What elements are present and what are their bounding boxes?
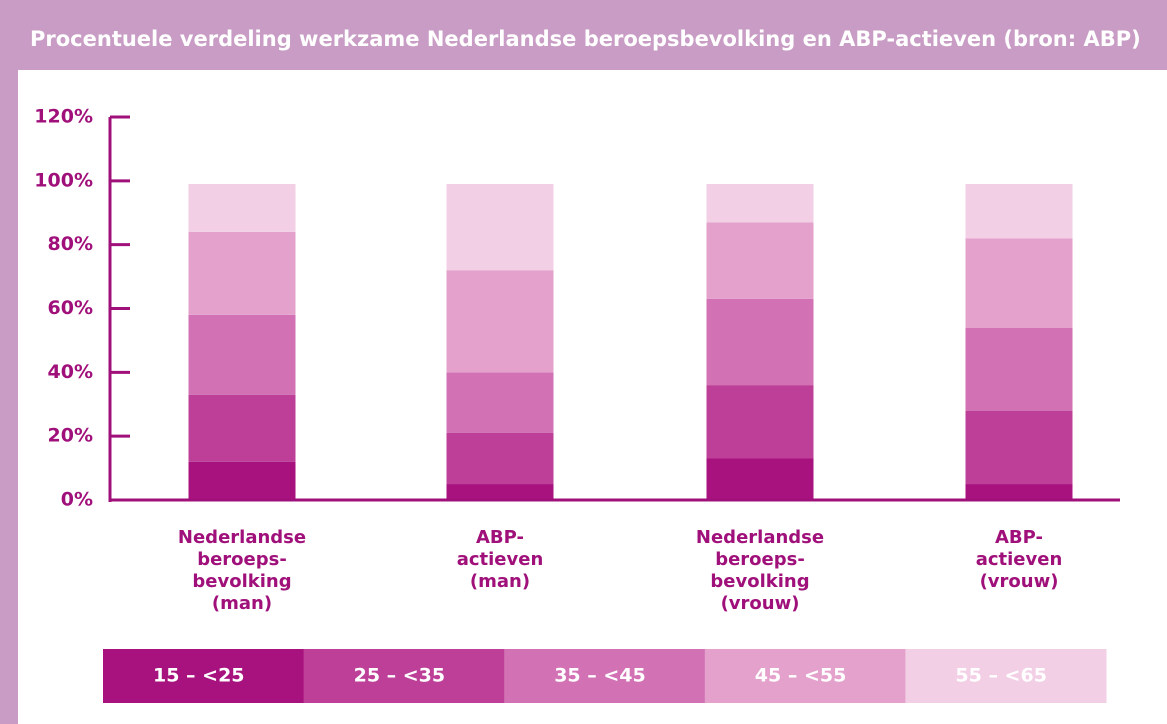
bar-segment [188,184,296,232]
y-tick-label: 40% [48,361,93,383]
x-tick-label: Nederlandse [178,527,306,548]
y-tick-label: 0% [61,489,93,511]
legend-swatch [905,649,1107,703]
y-tick-label: 120% [34,106,93,128]
bar-segment [706,458,814,500]
legend-swatch [103,649,305,703]
x-tick-label: Nederlandse [696,527,824,548]
bar-segment [965,184,1073,239]
bar-segment [188,461,296,500]
x-tick-label: ABP- [476,527,524,548]
bar-segment [965,327,1073,411]
y-tick-label: 80% [48,233,93,255]
bar-segment [965,238,1073,328]
bar-segment [446,432,554,485]
bar-segment [965,484,1073,500]
bar-segment [706,298,814,386]
y-tick-label: 60% [48,297,93,319]
bar-segment [188,231,296,315]
x-tick-label: (vrouw) [980,571,1059,592]
x-tick-label: (man) [470,571,530,592]
x-tick-label: actieven [976,549,1063,570]
legend-swatch [303,649,505,703]
bar-segment [188,394,296,462]
x-tick-label: actieven [457,549,544,570]
bar-segment [446,372,554,433]
legend-label: 45 – <55 [755,665,847,687]
x-tick-label: bevolking [710,571,809,592]
bar-segment [446,270,554,373]
x-tick-label: (man) [212,593,272,614]
y-tick-label: 20% [48,425,93,447]
legend-label: 55 – <65 [955,665,1047,687]
x-tick-label: beroeps- [197,549,287,570]
chart-title: Procentuele verdeling werkzame Nederland… [30,27,1141,51]
x-tick-label: ABP- [995,527,1043,548]
bar-segment [446,184,554,271]
bar-segment [706,222,814,299]
x-tick-label: bevolking [192,571,291,592]
y-tick-label: 100% [34,169,93,191]
legend-label: 15 – <25 [153,665,245,687]
bar-segment [446,484,554,500]
bar-segment [188,314,296,395]
x-tick-label: (vrouw) [721,593,800,614]
legend-swatch [704,649,906,703]
bar-segment [706,184,814,223]
bar-segment [965,410,1073,485]
legend-label: 35 – <45 [554,665,646,687]
bar-segment [706,385,814,459]
legend-swatch [504,649,706,703]
legend-label: 25 – <35 [354,665,446,687]
x-tick-label: beroeps- [715,549,805,570]
